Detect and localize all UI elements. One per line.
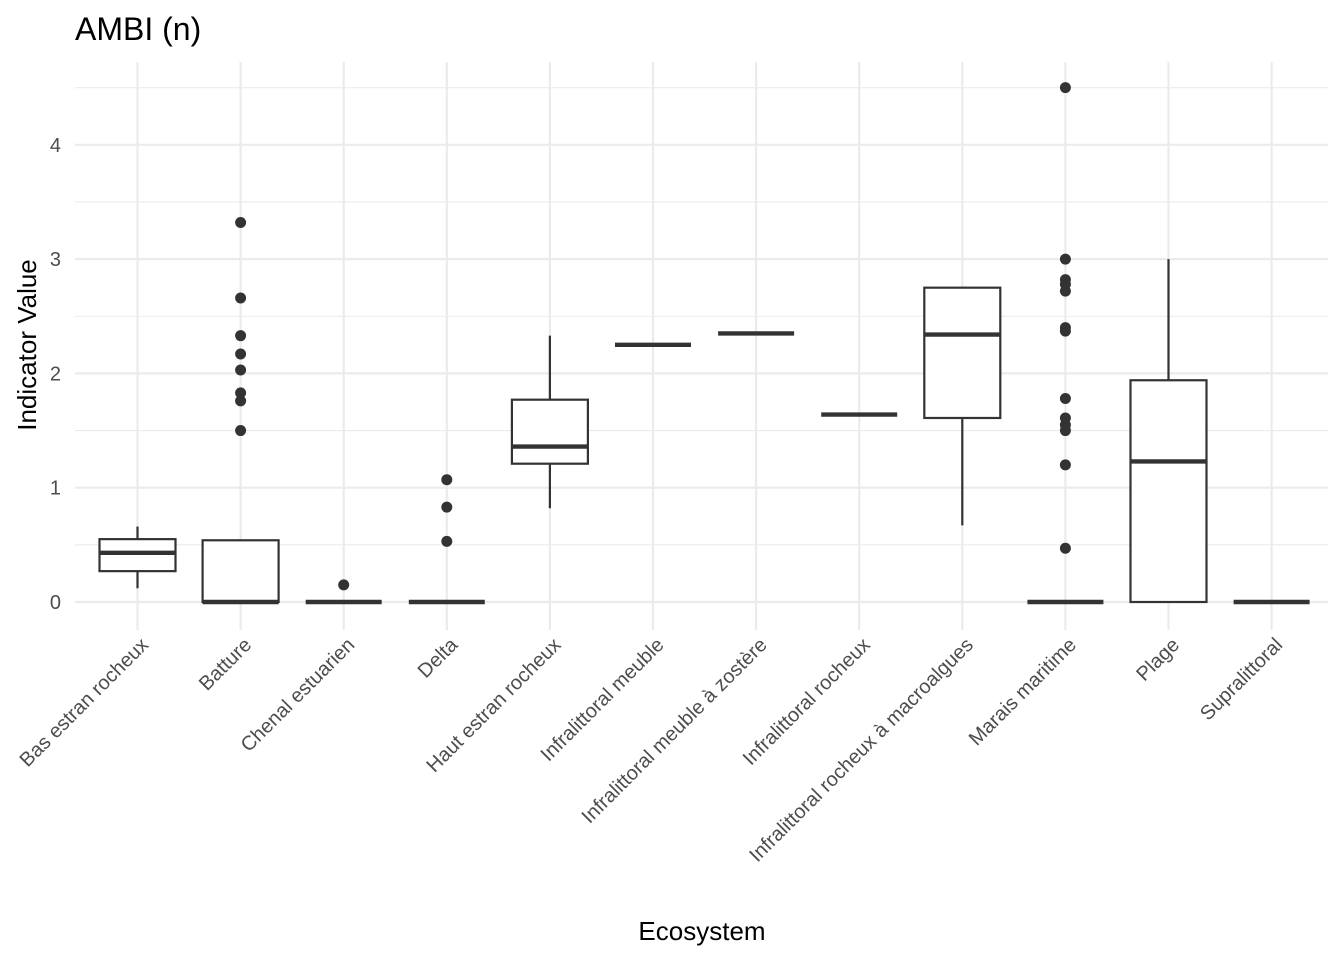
outlier-point: [235, 425, 247, 437]
x-axis-title: Ecosystem: [638, 916, 765, 946]
outlier-point: [1059, 322, 1071, 334]
box-iqr: [201, 539, 280, 604]
outlier-point: [235, 292, 247, 304]
box-group: [1129, 259, 1208, 604]
outlier-point: [1059, 274, 1071, 286]
x-tick-label: Infralittoral rocheux à macroalgues: [745, 634, 978, 867]
outlier-point: [1059, 82, 1071, 94]
outlier-point: [1059, 393, 1071, 405]
box-group: [201, 217, 280, 605]
x-tick-label: Supralittoral: [1196, 634, 1287, 725]
y-axis-title: Indicator Value: [12, 259, 42, 431]
box-iqr: [510, 398, 589, 465]
outlier-point: [441, 535, 453, 547]
box-group: [305, 579, 382, 605]
y-axis-ticks: 0 1 2 3 4: [50, 135, 61, 614]
box-group: [98, 526, 177, 589]
y-tick-label: 1: [50, 478, 61, 500]
x-tick-label: Marais maritime: [965, 634, 1081, 750]
outlier-point: [1059, 412, 1071, 424]
outlier-point: [235, 217, 247, 229]
outlier-point: [441, 501, 453, 513]
box-iqr: [923, 286, 1002, 420]
outlier-point: [441, 474, 453, 486]
y-tick-label: 4: [50, 135, 61, 157]
x-tick-label: Infralittoral meuble à zostère: [578, 634, 772, 828]
boxes: [98, 82, 1310, 605]
y-tick-label: 0: [50, 592, 61, 614]
box-group: [408, 474, 485, 605]
outlier-point: [235, 348, 247, 360]
outlier-point: [235, 364, 247, 376]
x-tick-label: Plage: [1132, 634, 1184, 686]
box-group: [1027, 82, 1104, 605]
box-group: [923, 286, 1002, 526]
outlier-point: [235, 330, 247, 342]
y-tick-label: 2: [50, 363, 61, 385]
x-tick-label: Batture: [195, 634, 256, 695]
outlier-point: [235, 395, 247, 407]
box-group: [510, 335, 589, 509]
outlier-point: [1059, 253, 1071, 265]
y-tick-label: 3: [50, 249, 61, 271]
grid: [75, 62, 1328, 630]
x-tick-label: Bas estran rocheux: [16, 634, 153, 771]
outlier-point: [235, 387, 247, 399]
x-tick-label: Chenal estuarien: [237, 634, 359, 756]
x-tick-label: Delta: [414, 633, 463, 682]
outlier-point: [1059, 459, 1071, 471]
box-iqr: [98, 538, 177, 573]
chart-title: AMBI (n): [75, 11, 201, 47]
box-iqr: [1129, 379, 1208, 604]
outlier-point: [338, 579, 350, 591]
outlier-point: [1059, 542, 1071, 554]
